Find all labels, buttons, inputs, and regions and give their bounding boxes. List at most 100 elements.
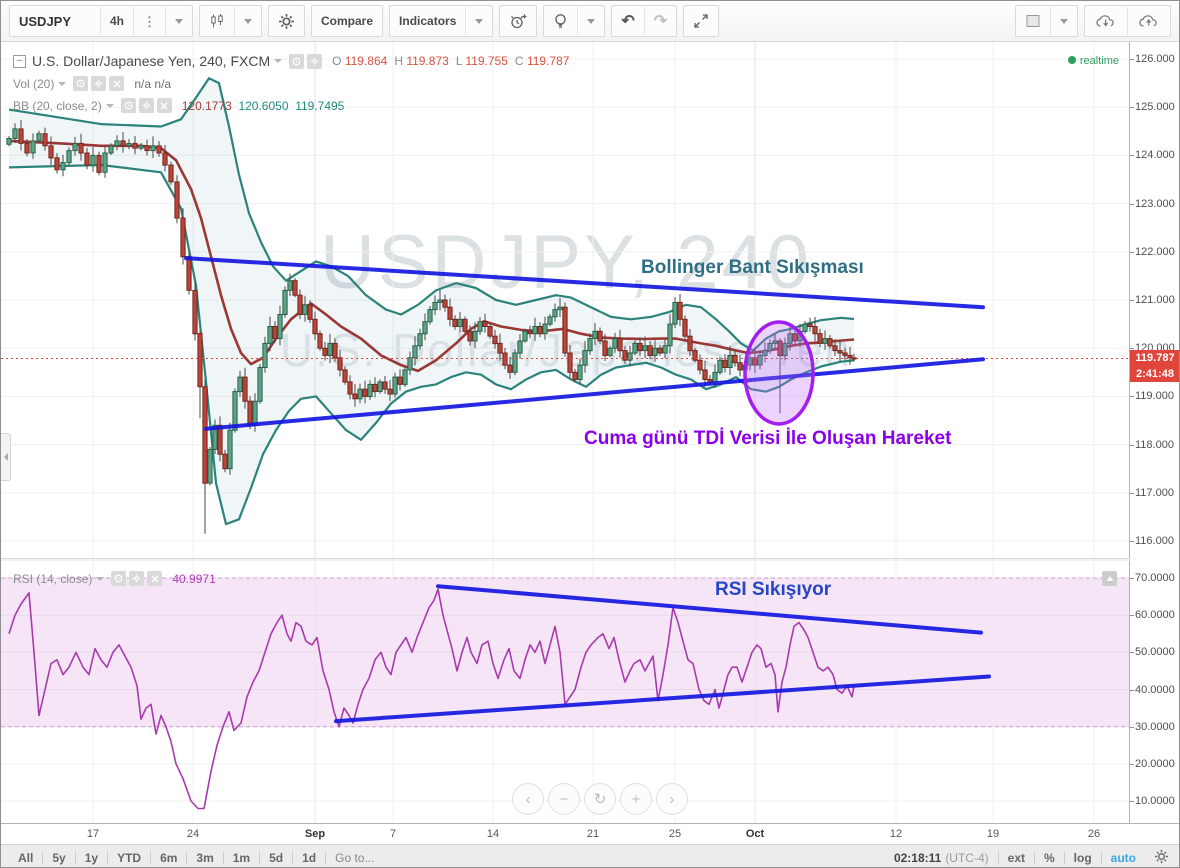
move-pane-up-button[interactable] (1102, 571, 1117, 586)
chart-style-dropdown[interactable] (234, 7, 261, 35)
price-tick-label: 121.000 (1135, 294, 1175, 306)
range-5y[interactable]: 5y (52, 850, 66, 865)
bb-lower-line[interactable] (8, 163, 855, 526)
rsi-line[interactable] (8, 588, 855, 810)
gear-icon (1154, 849, 1169, 864)
range-1m[interactable]: 1m (232, 850, 251, 865)
add-alert-button[interactable] (500, 7, 536, 35)
rsi-label[interactable]: RSI (14, close) (13, 571, 93, 586)
layout-dropdown[interactable] (1050, 7, 1077, 35)
volume-label[interactable]: Vol (20) (13, 76, 55, 91)
symbol-input[interactable]: USDJPY (19, 13, 72, 29)
auto-scale-toggle[interactable]: auto (1110, 850, 1136, 865)
axis-tick-mark (1130, 300, 1134, 301)
divider (259, 851, 261, 864)
hide-series-icon[interactable] (289, 53, 305, 69)
chevron-down-icon[interactable] (58, 81, 67, 86)
realtime-dot-icon (1067, 56, 1076, 64)
last-price-badge: 119.787 (1130, 350, 1179, 366)
chart-style-button[interactable] (200, 7, 234, 35)
chart-properties-button[interactable] (269, 7, 304, 35)
nfp-note[interactable]: Cuma günü TDİ Verisi İle Oluşan Hareket (584, 428, 952, 449)
chevron-down-icon[interactable] (105, 103, 114, 108)
redo-button[interactable]: ↷ (643, 7, 676, 35)
candles-layer[interactable] (6, 120, 857, 534)
chevron-down-icon[interactable] (96, 576, 105, 581)
bb-label[interactable]: BB (20, close, 2) (13, 98, 102, 113)
hide-bb-icon[interactable] (120, 98, 136, 113)
clock[interactable]: 02:18:11 (UTC-4) (893, 850, 989, 865)
toolbar-collapse-handle[interactable] (1, 433, 11, 481)
hide-rsi-icon[interactable] (111, 571, 127, 586)
price-axis[interactable]: 126.000 125.000 124.000 123.000 122.000 121.0… (1129, 42, 1179, 558)
indicators-button[interactable]: Indicators (399, 14, 457, 28)
time-axis[interactable]: 17 24 Sep 7 14 21 25 Oct 12 19 26 (1, 823, 1179, 845)
upper-trendline[interactable] (184, 256, 985, 310)
zoom-out-button[interactable]: − (548, 783, 580, 815)
series-title[interactable]: U.S. Dollar/Japanese Yen, 240, FXCM (32, 53, 271, 69)
time-tick-label: 21 (586, 828, 600, 840)
high-value: 119.873 (406, 54, 449, 68)
gear-icon (278, 13, 295, 30)
rsi-settings-icon[interactable] (129, 571, 145, 586)
bb-upper-value: 120.6050 (238, 98, 289, 113)
goto-date-button[interactable]: Go to... (335, 850, 375, 865)
remove-bb-icon[interactable] (156, 98, 172, 113)
extended-hours-toggle[interactable]: ext (1007, 850, 1025, 865)
ellipse-annotation[interactable] (743, 320, 815, 426)
interval-dropdown[interactable] (165, 7, 192, 35)
save-chart-button[interactable] (1127, 7, 1170, 35)
price-tick-label: 116.000 (1135, 535, 1174, 547)
rsi-lower-trendline[interactable] (334, 674, 991, 724)
rsi-axis[interactable]: 70.0000 60.0000 50.0000 40.0000 30.0000 20.00… (1129, 561, 1179, 823)
series-settings-icon[interactable] (307, 53, 323, 69)
bottom-toolbar: All 5y 1y YTD 6m 3m 1m 5d 1d Go to... 02:18:11 (U… (1, 844, 1179, 867)
rsi-tick-label: 50.0000 (1135, 646, 1175, 658)
collapse-pane-icon[interactable]: – (13, 54, 26, 68)
zoom-in-button[interactable]: + (620, 783, 652, 815)
interval-button[interactable]: 4h (100, 7, 133, 35)
lower-trendline[interactable] (204, 357, 985, 431)
bollinger-note[interactable]: Bollinger Bant Sıkışması (641, 257, 864, 278)
volume-settings-icon[interactable] (91, 76, 107, 91)
layout-button[interactable] (1016, 7, 1050, 35)
bb-settings-icon[interactable] (138, 98, 154, 113)
pan-right-button[interactable]: › (656, 783, 688, 815)
time-tick-label: 7 (389, 828, 397, 840)
bb-basis-line[interactable] (8, 139, 855, 373)
range-5d[interactable]: 5d (269, 850, 284, 865)
log-scale-toggle[interactable]: log (1073, 850, 1092, 865)
remove-rsi-icon[interactable] (147, 571, 163, 586)
undo-button[interactable]: ↶ (612, 7, 643, 35)
load-chart-button[interactable] (1085, 7, 1127, 35)
range-6m[interactable]: 6m (160, 850, 178, 865)
fullscreen-button[interactable] (684, 7, 718, 35)
pane-splitter[interactable] (1, 558, 1131, 561)
interval-menu-icon[interactable]: ⋮ (133, 7, 165, 35)
scales-settings-button[interactable] (1145, 849, 1179, 867)
main-price-pane[interactable] (1, 42, 1131, 558)
hide-volume-icon[interactable] (73, 76, 89, 91)
volume-legend: Vol (20) n/a n/a (13, 76, 171, 91)
pan-left-button[interactable]: ‹ (512, 783, 544, 815)
ideas-button[interactable] (544, 7, 577, 35)
bb-fill (9, 78, 854, 525)
range-1d[interactable]: 1d (302, 850, 317, 865)
chevron-down-icon[interactable] (274, 59, 283, 63)
compare-button[interactable]: Compare (321, 14, 374, 28)
rsi-note[interactable]: RSI Sıkışıyor (715, 579, 832, 600)
range-ytd[interactable]: YTD (117, 850, 142, 865)
bb-upper-line[interactable] (8, 77, 855, 352)
percent-scale-toggle[interactable]: % (1043, 850, 1055, 865)
chevron-down-icon (1060, 18, 1068, 24)
range-3m[interactable]: 3m (196, 850, 214, 865)
range-all[interactable]: All (18, 850, 34, 865)
reset-view-button[interactable]: ↻ (584, 783, 616, 815)
bb-basis-value: 120.1773 (181, 98, 232, 113)
rsi-upper-trendline[interactable] (436, 584, 983, 635)
range-1y[interactable]: 1y (84, 850, 99, 865)
ideas-dropdown[interactable] (577, 7, 604, 35)
divider (1063, 851, 1065, 864)
indicators-dropdown[interactable] (465, 7, 492, 35)
remove-volume-icon[interactable] (109, 76, 125, 91)
